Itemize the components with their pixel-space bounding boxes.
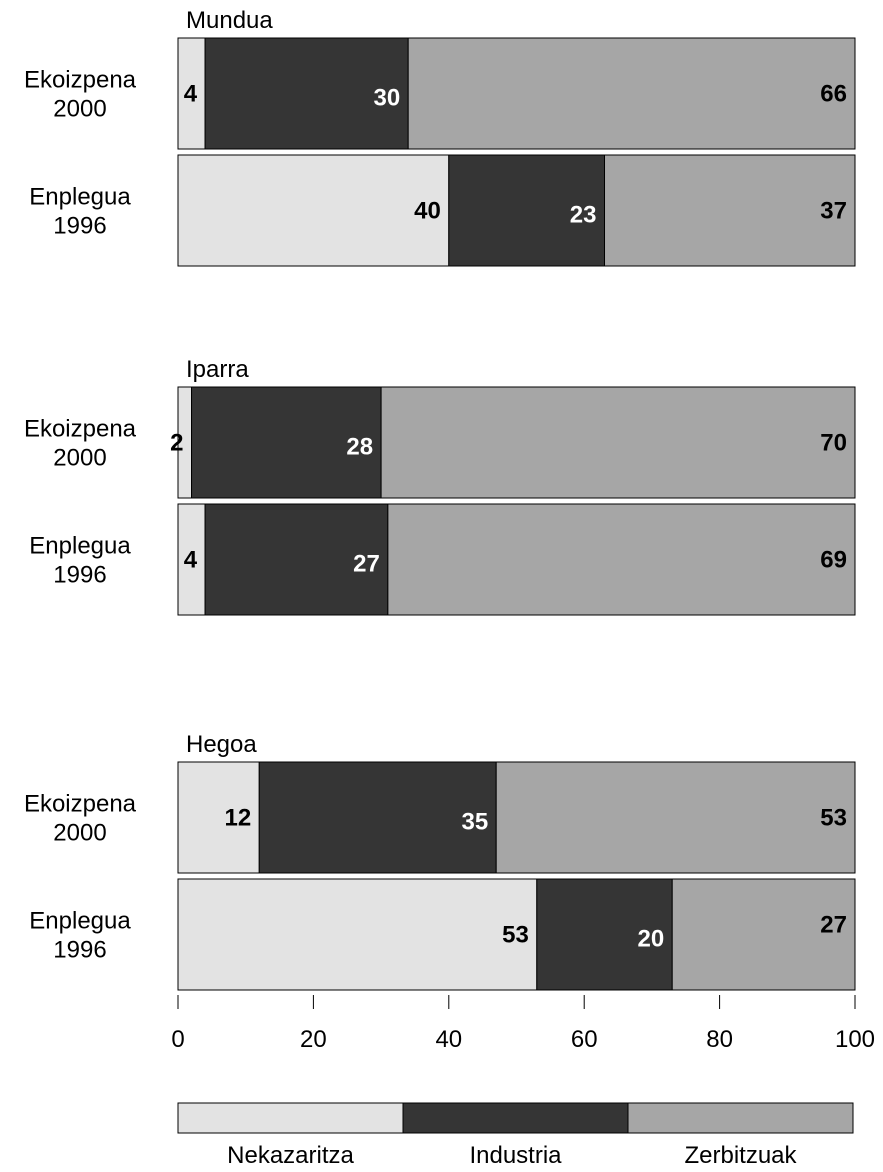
group-title: Hegoa xyxy=(186,731,257,758)
bar-segment-industria xyxy=(204,37,409,150)
row-label: Ekoizpena 2000 xyxy=(24,791,137,847)
bar-segment-nekazaritza xyxy=(177,761,260,874)
bar-segment-zerbitzuak xyxy=(407,37,856,150)
x-axis: 0 20 40 60 80 100 xyxy=(171,995,875,1053)
data-label: 4 xyxy=(184,81,198,108)
data-label: 23 xyxy=(570,202,597,229)
data-label: 66 xyxy=(820,81,847,108)
data-label: 20 xyxy=(638,926,665,953)
bar-row: Ekoizpena 2000 12 35 53 xyxy=(24,761,856,874)
data-label: 37 xyxy=(820,198,847,225)
data-label: 2 xyxy=(170,430,183,457)
data-label: 70 xyxy=(820,430,847,457)
data-label: 12 xyxy=(225,805,252,832)
bar-segment-nekazaritza xyxy=(177,503,206,616)
bar-segment-zerbitzuak xyxy=(671,878,856,991)
bar-row: Enplegua 1996 53 20 27 xyxy=(29,878,856,991)
bar-row: Enplegua 1996 40 23 37 xyxy=(29,154,856,267)
legend-label: Nekazaritza xyxy=(227,1142,354,1169)
x-tick-label: 100 xyxy=(835,1026,875,1053)
data-label: 27 xyxy=(820,912,847,939)
data-label: 27 xyxy=(353,551,380,578)
x-tick-label: 20 xyxy=(300,1026,327,1053)
legend-swatch-zerbitzuak xyxy=(627,1102,854,1134)
data-label: 53 xyxy=(502,922,529,949)
bar-segment-zerbitzuak xyxy=(387,503,856,616)
bar-segment-zerbitzuak xyxy=(380,386,856,499)
x-tick-label: 60 xyxy=(571,1026,598,1053)
data-label: 40 xyxy=(414,198,441,225)
group-title: Iparra xyxy=(186,356,249,383)
bar-segment-industria xyxy=(448,154,606,267)
row-label: Enplegua 1996 xyxy=(29,533,131,589)
bar-segment-industria xyxy=(191,386,382,499)
group-mundua: Mundua Ekoizpena 2000 4 30 66 Enplegua 1996 40 23… xyxy=(24,7,856,267)
group-hegoa: Hegoa Ekoizpena 2000 12 35 53 Enplegua 1996 53 20… xyxy=(24,731,856,991)
bar-segment-industria xyxy=(536,878,673,991)
data-label: 53 xyxy=(820,805,847,832)
group-iparra: Iparra Ekoizpena 2000 2 28 70 Enplegua 1996 4 27 6… xyxy=(24,356,856,616)
data-label: 30 xyxy=(373,85,400,112)
row-label: Enplegua 1996 xyxy=(29,908,131,964)
data-label: 28 xyxy=(346,434,373,461)
bar-segment-nekazaritza xyxy=(177,878,538,991)
group-title: Mundua xyxy=(186,7,273,34)
legend-label: Zerbitzuak xyxy=(684,1142,797,1169)
row-label: Enplegua 1996 xyxy=(29,184,131,240)
data-label: 4 xyxy=(184,547,198,574)
row-label: Ekoizpena 2000 xyxy=(24,416,137,472)
x-tick-label: 0 xyxy=(171,1026,184,1053)
bar-segment-zerbitzuak xyxy=(604,154,856,267)
legend-swatch-nekazaritza xyxy=(177,1102,404,1134)
bar-segment-zerbitzuak xyxy=(495,761,856,874)
bar-segment-industria xyxy=(204,503,389,616)
bar-row: Ekoizpena 2000 2 28 70 xyxy=(24,386,856,499)
data-label: 69 xyxy=(820,547,847,574)
x-tick-label: 80 xyxy=(706,1026,733,1053)
bar-segment-industria xyxy=(258,761,497,874)
legend: Nekazaritza Industria Zerbitzuak xyxy=(177,1102,854,1169)
legend-label: Industria xyxy=(469,1142,562,1169)
bar-row: Ekoizpena 2000 4 30 66 xyxy=(24,37,856,150)
bar-row: Enplegua 1996 4 27 69 xyxy=(29,503,856,616)
data-label: 35 xyxy=(461,809,488,836)
x-tick-label: 40 xyxy=(435,1026,462,1053)
bar-segment-nekazaritza xyxy=(177,37,206,150)
row-label: Ekoizpena 2000 xyxy=(24,67,137,123)
bar-segment-nekazaritza xyxy=(177,154,450,267)
legend-swatch-industria xyxy=(402,1102,629,1134)
